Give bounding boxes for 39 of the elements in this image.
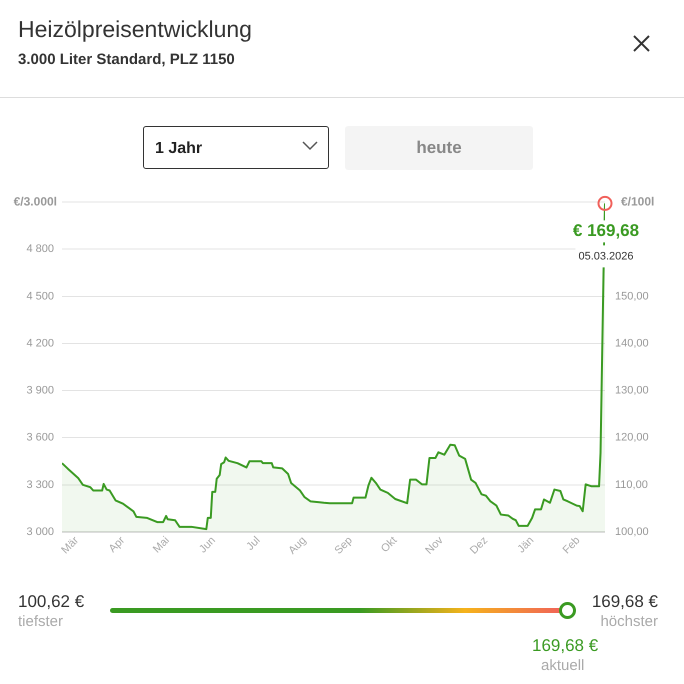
text: 100,62 € <box>18 592 84 612</box>
y-tick-label: 4 200 <box>26 337 54 350</box>
y-tick-label: 3 600 <box>26 432 54 444</box>
y2-tick-label: 120,00 <box>615 432 649 444</box>
y-tick-label: 4 500 <box>26 290 54 302</box>
chart-title: Heizölpreisentwicklung <box>18 16 252 43</box>
x-tick-label: Okt <box>378 534 400 556</box>
x-tick-label: Apr <box>106 534 128 556</box>
text: tiefster <box>18 613 64 630</box>
chart-subtitle: 3.000 Liter Standard, PLZ 1150 <box>18 51 235 68</box>
x-tick-label: Feb <box>560 534 582 556</box>
x-tick-label: Mär <box>59 534 82 556</box>
text: heute <box>345 126 533 170</box>
y2-axis-title: €/100l <box>621 194 654 208</box>
text: 169,68 € <box>532 636 598 656</box>
y2-tick-label: 100,00 <box>615 526 649 538</box>
text: 1 Jahr <box>143 126 329 169</box>
y2-tick-label: 140,00 <box>615 337 649 350</box>
x-tick-label: Aug <box>286 534 309 557</box>
annotation: € 169,68 <box>572 221 640 240</box>
y-tick-label: 4 800 <box>26 243 54 256</box>
text: aktuell <box>541 657 584 674</box>
x-tick-label: Sep <box>332 534 355 557</box>
x-tick-label: Nov <box>423 534 446 557</box>
x-tick-label: Jul <box>244 534 263 553</box>
text: 169,68 € <box>592 592 658 612</box>
x-tick-label: Mai <box>150 534 172 556</box>
x-tick-label: Jun <box>196 534 218 556</box>
annotation: 05.03.2026 <box>578 250 634 262</box>
y-tick-label: 3 000 <box>26 526 54 538</box>
y2-tick-label: 110,00 <box>615 478 648 491</box>
y-tick-label: 3 300 <box>26 478 54 491</box>
y-tick-label: 3 900 <box>26 384 54 397</box>
text: höchster <box>600 613 658 630</box>
y2-tick-label: 130,00 <box>615 384 649 397</box>
x-tick-label: Jän <box>515 534 536 556</box>
y2-tick-label: 150,00 <box>615 290 649 302</box>
y-axis-title: €/3.000l <box>14 194 57 208</box>
x-tick-label: Dez <box>468 534 490 557</box>
